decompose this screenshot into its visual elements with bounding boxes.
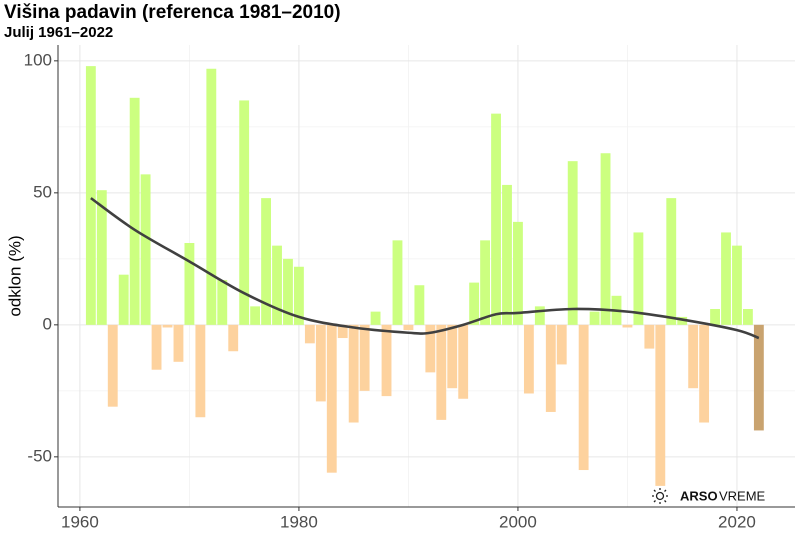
bar [688,324,699,389]
bar [753,324,764,431]
bar [337,324,348,339]
bar [107,324,118,407]
bar [162,324,173,328]
bar [556,324,567,365]
bar [578,324,589,471]
bar [392,240,403,325]
logo-bold: ARSO [680,488,718,503]
bar [469,282,480,325]
bar [655,324,666,486]
bar [184,243,195,325]
bar [283,258,293,325]
chart-title: Višina padavin (referenca 1981–2010) [4,2,341,23]
bar [315,324,326,402]
bar [293,266,304,325]
bar [381,324,392,397]
bar [710,309,720,325]
bar [480,240,491,325]
bar [195,324,206,418]
logo: ARSO VREME [652,488,766,504]
bar [447,324,458,389]
bar [458,324,469,399]
bar [272,245,282,325]
x-tick-label: 1960 [61,512,99,531]
bar [742,309,753,325]
bar [502,184,512,325]
bar [622,324,633,328]
y-axis-label: odklon (%) [5,235,24,316]
bar [589,311,600,325]
bar [403,324,414,331]
x-tick-label: 2020 [718,512,756,531]
y-tick-label: 100 [24,50,52,69]
bar [228,324,239,352]
bar [491,113,501,325]
bar [326,324,337,473]
bar [513,221,523,325]
bar [85,66,96,325]
bar [545,324,556,412]
bar [436,324,447,420]
trend-line [90,197,760,340]
logo-icon [652,488,668,504]
bar [567,161,578,325]
bar [206,68,217,325]
bar [425,324,436,373]
bar [96,190,107,325]
bar [414,285,425,325]
bar [304,324,315,344]
y-tick-label: -50 [27,446,52,465]
bar [633,232,644,325]
bar [677,316,688,325]
logo-light: VREME [719,488,766,503]
chart-subtitle: Julij 1961–2022 [4,24,113,41]
x-tick-label: 1980 [280,512,318,531]
bar [699,324,710,423]
bar [250,306,261,325]
bar [118,274,129,325]
bar [359,324,370,391]
bar [721,232,731,325]
bar [534,306,545,325]
bar [140,174,151,325]
bar [644,324,655,349]
y-tick-label: 50 [33,182,52,201]
bar [261,198,271,325]
bar [523,324,534,394]
bar [239,100,250,325]
y-tick-label: 0 [43,314,52,333]
bar [129,97,140,325]
bar [666,198,677,325]
bar [732,245,742,325]
bar [217,279,228,325]
bar [173,324,184,362]
x-tick-label: 2000 [499,512,537,531]
bar [370,311,381,325]
bar [151,324,162,370]
bar [600,153,611,325]
bar [348,324,359,423]
